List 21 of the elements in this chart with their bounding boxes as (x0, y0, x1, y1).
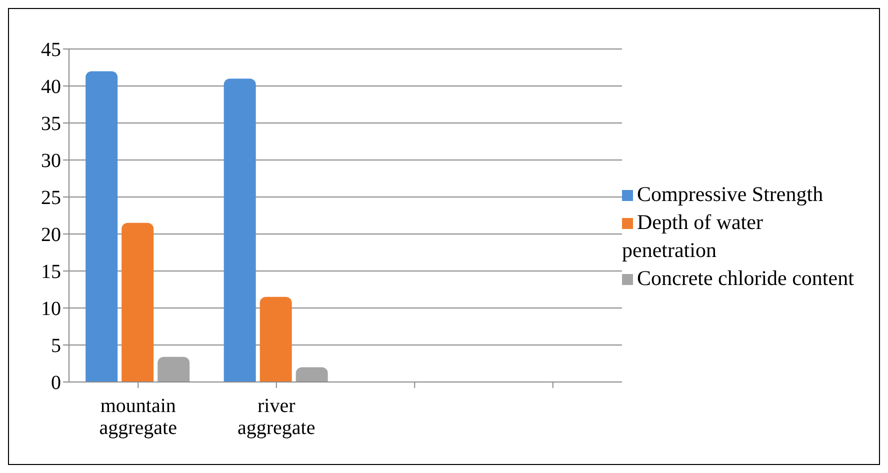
legend-label: Concrete chloride content (637, 266, 854, 290)
bar (86, 71, 118, 382)
y-tick-label: 45 (41, 39, 61, 62)
bar (122, 222, 154, 382)
y-tick-label: 25 (41, 187, 61, 210)
y-tick-label: 0 (51, 372, 61, 394)
bar (158, 356, 190, 382)
y-tick-label: 5 (51, 335, 61, 358)
y-tick-label: 10 (41, 298, 61, 320)
legend-label: Compressive Strength (637, 182, 824, 206)
y-tick-label: 15 (41, 261, 61, 284)
y-tick-label: 40 (41, 76, 61, 98)
x-tick-label: river aggregate (238, 395, 316, 439)
legend-label: Depth of water penetration (622, 210, 763, 262)
y-tick-label: 35 (41, 113, 61, 136)
bar (296, 367, 328, 382)
y-tick-label: 30 (41, 150, 61, 172)
bar (260, 296, 292, 382)
x-tick-label: mountain aggregate (99, 395, 178, 439)
y-tick-label: 20 (41, 224, 61, 246)
bar (224, 78, 256, 382)
